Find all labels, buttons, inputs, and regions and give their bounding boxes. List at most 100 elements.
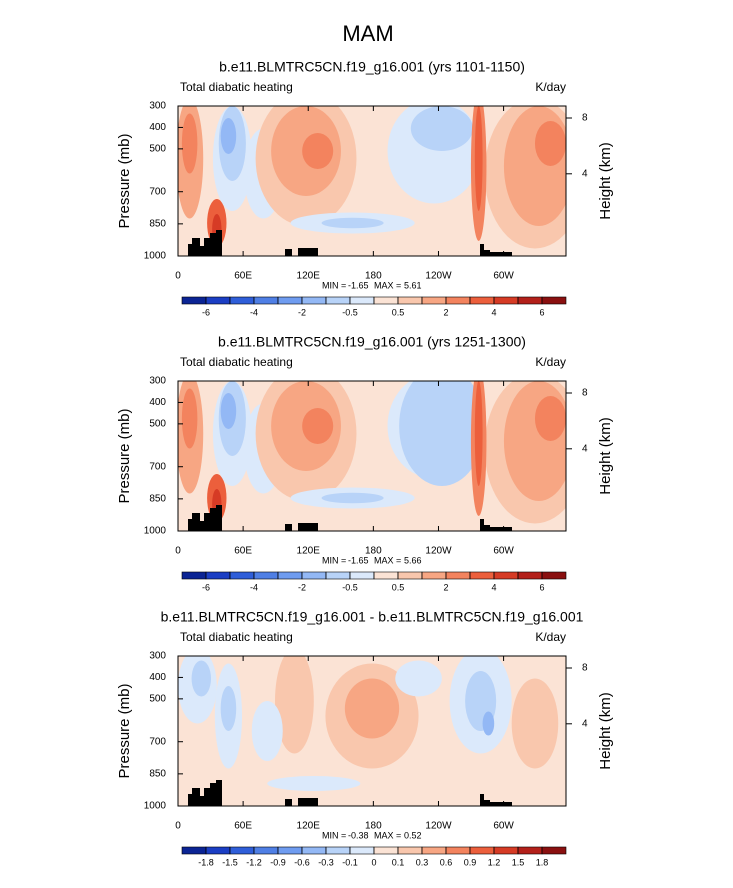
colorbar-box	[541, 846, 567, 855]
x-tick-label: 180	[365, 546, 382, 557]
contour-region	[410, 106, 473, 151]
y-tick-label: 400	[149, 397, 166, 408]
x-tick-label: 60W	[493, 546, 514, 557]
contour-region	[267, 776, 361, 791]
colorbar-box	[373, 846, 399, 855]
contour-region	[220, 686, 237, 731]
colorbar-box	[301, 296, 327, 305]
y-tick-label: 850	[149, 493, 166, 504]
colorbar-box	[301, 571, 327, 580]
x-tick-label: 60E	[234, 821, 252, 832]
colorbar-box	[181, 296, 207, 305]
colorbar-box	[445, 571, 471, 580]
colorbar-box	[181, 846, 207, 855]
max-label: MAX =	[374, 280, 401, 290]
x-tick-label: 120W	[425, 546, 452, 557]
y-tick-label: 500	[149, 693, 166, 704]
contour-region	[302, 133, 334, 169]
contour-field	[178, 381, 566, 531]
y2-axis-label: Height (km)	[597, 692, 614, 770]
colorbar-label: -6	[202, 582, 210, 592]
y-tick-label: 400	[149, 672, 166, 683]
y-tick-label: 300	[149, 376, 166, 387]
max-value: 5.66	[404, 555, 422, 565]
y-tick-label: 700	[149, 736, 166, 747]
contour-region	[321, 492, 384, 504]
y2-tick-label: 8	[582, 113, 588, 124]
y-axis-label: Pressure (mb)	[116, 133, 133, 228]
right-label: K/day	[535, 355, 566, 369]
contour-region	[251, 701, 283, 761]
max-value: 0.52	[404, 830, 422, 840]
left-label: Total diabatic heating	[180, 355, 293, 369]
y2-axis-label: Height (km)	[597, 142, 614, 220]
colorbar-box	[421, 846, 447, 855]
colorbar-box	[229, 571, 255, 580]
colorbar-box	[517, 571, 543, 580]
colorbar-label: 0.5	[392, 307, 405, 317]
colorbar-box	[253, 571, 279, 580]
colorbar-label: -4	[250, 582, 258, 592]
colorbar-box	[469, 571, 495, 580]
max-value: 5.61	[404, 280, 422, 290]
colorbar-label: 4	[491, 582, 496, 592]
plot-frame	[177, 655, 567, 807]
colorbar-box	[229, 846, 255, 855]
colorbar-box	[397, 571, 423, 580]
colorbar-box	[517, 846, 543, 855]
min-value: -1.65	[348, 280, 369, 290]
y-tick-label: 500	[149, 143, 166, 154]
contour-region	[399, 381, 485, 486]
contour-region	[503, 381, 566, 501]
colorbar-box	[205, 296, 231, 305]
colorbar-label: 2	[443, 582, 448, 592]
colorbar-box	[181, 571, 207, 580]
colorbar-box	[541, 571, 567, 580]
colorbar-label: 1.5	[512, 857, 525, 867]
contour-region	[511, 678, 559, 769]
colorbar-label: -1.5	[222, 857, 238, 867]
x-tick-label: 180	[365, 271, 382, 282]
colorbar-box	[469, 846, 495, 855]
x-tick-label: 0	[175, 821, 181, 832]
panel: b.e11.BLMTRC5CN.f19_g16.001 - b.e11.BLMT…	[116, 609, 614, 868]
colorbar-label: -1.8	[198, 857, 214, 867]
x-tick-label: 60W	[493, 271, 514, 282]
left-label: Total diabatic heating	[180, 630, 293, 644]
plot-frame	[177, 380, 567, 532]
contour-region	[503, 106, 566, 226]
panel-title: b.e11.BLMTRC5CN.f19_g16.001 (yrs 1251-13…	[218, 334, 526, 350]
colorbar-label: 6	[539, 307, 544, 317]
colorbar-box	[325, 571, 351, 580]
y-tick-label: 1000	[144, 251, 167, 262]
topography	[285, 249, 292, 256]
x-tick-label: 0	[175, 271, 181, 282]
y-tick-label: 300	[149, 651, 166, 662]
y-tick-label: 500	[149, 418, 166, 429]
plot-frame	[177, 105, 567, 257]
colorbar-label: 0.9	[464, 857, 477, 867]
colorbar-box	[493, 846, 519, 855]
colorbar-box	[469, 296, 495, 305]
colorbar-label: 1.8	[536, 857, 549, 867]
colorbar-label: -2	[298, 307, 306, 317]
y-tick-label: 400	[149, 122, 166, 133]
x-tick-label: 120W	[425, 271, 452, 282]
y-tick-label: 850	[149, 768, 166, 779]
contour-region	[220, 118, 237, 154]
y2-tick-label: 8	[582, 663, 588, 674]
colorbar-label: -0.6	[294, 857, 310, 867]
colorbar-box	[325, 296, 351, 305]
contour-region	[474, 106, 483, 211]
min-label: MIN =	[322, 280, 346, 290]
colorbar-label: -4	[250, 307, 258, 317]
contour-region	[534, 121, 566, 166]
contour-field	[178, 656, 566, 806]
colorbar-box	[349, 846, 375, 855]
colorbar-box	[493, 296, 519, 305]
y-tick-label: 700	[149, 461, 166, 472]
colorbar-label: 0.1	[392, 857, 405, 867]
colorbar-label: 0	[371, 857, 376, 867]
x-tick-label: 60E	[234, 271, 252, 282]
